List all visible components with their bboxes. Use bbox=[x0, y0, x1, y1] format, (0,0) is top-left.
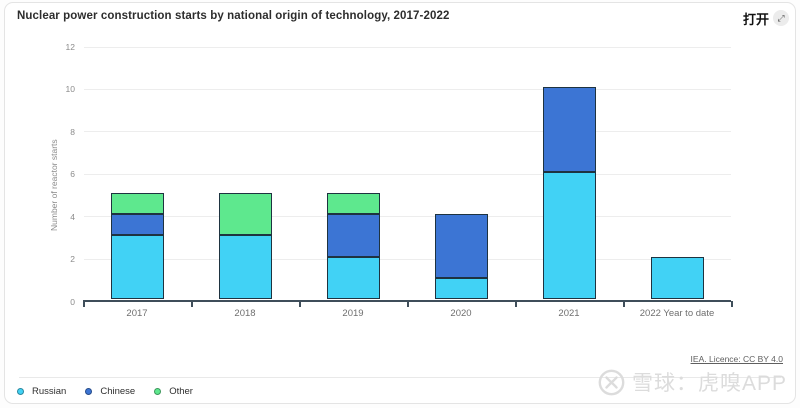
gridline bbox=[84, 258, 731, 260]
y-axis-tick-label: 6 bbox=[70, 169, 75, 180]
x-axis-tick bbox=[731, 301, 733, 307]
legend-label: Chinese bbox=[100, 386, 136, 397]
bar-2021[interactable] bbox=[542, 86, 596, 299]
legend-dot-icon bbox=[17, 388, 24, 395]
legend-dot-icon bbox=[154, 388, 162, 395]
x-axis-tick bbox=[515, 301, 517, 307]
gridline bbox=[84, 88, 731, 90]
legend-item-chinese[interactable]: Chinese bbox=[85, 386, 135, 397]
x-axis-tick bbox=[83, 301, 85, 307]
bar-2019[interactable] bbox=[326, 193, 380, 299]
legend-dot-icon bbox=[85, 388, 93, 395]
bar-segment-russian[interactable] bbox=[650, 256, 704, 299]
bar-segment-other[interactable] bbox=[110, 193, 164, 215]
x-axis-tick bbox=[407, 301, 409, 307]
gridline bbox=[84, 131, 731, 133]
licence-link[interactable]: IEA. Licence: CC BY 4.0 bbox=[690, 354, 783, 364]
x-axis-tick-label: 2021 bbox=[558, 308, 580, 319]
bar-segment-other[interactable] bbox=[218, 193, 272, 236]
x-axis-tick-label: 2017 bbox=[126, 308, 148, 319]
bar-2022 Year to date[interactable] bbox=[650, 256, 704, 299]
bar-segment-other[interactable] bbox=[326, 193, 380, 215]
expand-icon[interactable]: ⤢ bbox=[773, 10, 789, 26]
chart-card: Nuclear power construction starts by nat… bbox=[4, 2, 796, 404]
bar-segment-russian[interactable] bbox=[110, 235, 164, 299]
bar-segment-russian[interactable] bbox=[218, 235, 272, 299]
x-axis-tick-label: 2020 bbox=[450, 308, 472, 319]
bar-segment-chinese[interactable] bbox=[434, 214, 488, 278]
stacked-bar-chart: Number of reactor starts 0 2 4 6 8 10 12 2017 20… bbox=[5, 3, 795, 403]
y-axis-tick-label: 2 bbox=[70, 254, 75, 265]
y-axis-tick-label: 4 bbox=[70, 211, 75, 222]
bar-2017[interactable] bbox=[110, 193, 164, 299]
chart-title: Nuclear power construction starts by nat… bbox=[17, 10, 450, 22]
bar-segment-chinese[interactable] bbox=[326, 214, 380, 257]
bar-2020[interactable] bbox=[434, 214, 488, 299]
gridline bbox=[84, 173, 731, 175]
legend-item-russian[interactable]: Russian bbox=[17, 386, 66, 397]
bar-2018[interactable] bbox=[218, 193, 272, 299]
bar-segment-russian[interactable] bbox=[542, 171, 596, 299]
bar-segment-chinese[interactable] bbox=[110, 214, 164, 236]
y-axis-tick-label: 8 bbox=[70, 126, 75, 137]
bar-segment-russian[interactable] bbox=[434, 277, 488, 299]
x-axis-tick-label: 2018 bbox=[234, 308, 256, 319]
x-axis-tick bbox=[623, 301, 625, 307]
y-axis-tick-label: 10 bbox=[65, 84, 75, 95]
gridline bbox=[84, 46, 731, 48]
legend-label: Other bbox=[169, 386, 193, 397]
bar-segment-russian[interactable] bbox=[326, 256, 380, 299]
x-axis-tick-label: 2019 bbox=[342, 308, 364, 319]
open-button[interactable]: 打开 bbox=[742, 12, 769, 27]
gridline bbox=[84, 216, 731, 218]
x-axis-tick bbox=[299, 301, 301, 307]
chart-legend: Russian Chinese Other bbox=[17, 386, 193, 397]
legend-item-other[interactable]: Other bbox=[154, 386, 193, 397]
x-axis-tick bbox=[191, 301, 193, 307]
legend-label: Russian bbox=[32, 386, 67, 397]
footer-divider bbox=[19, 377, 781, 378]
y-axis-tick-label: 0 bbox=[70, 296, 75, 307]
x-axis-tick-label: 2022 Year to date bbox=[639, 308, 715, 319]
bar-segment-chinese[interactable] bbox=[542, 86, 596, 172]
y-axis-tick-label: 12 bbox=[65, 42, 75, 52]
